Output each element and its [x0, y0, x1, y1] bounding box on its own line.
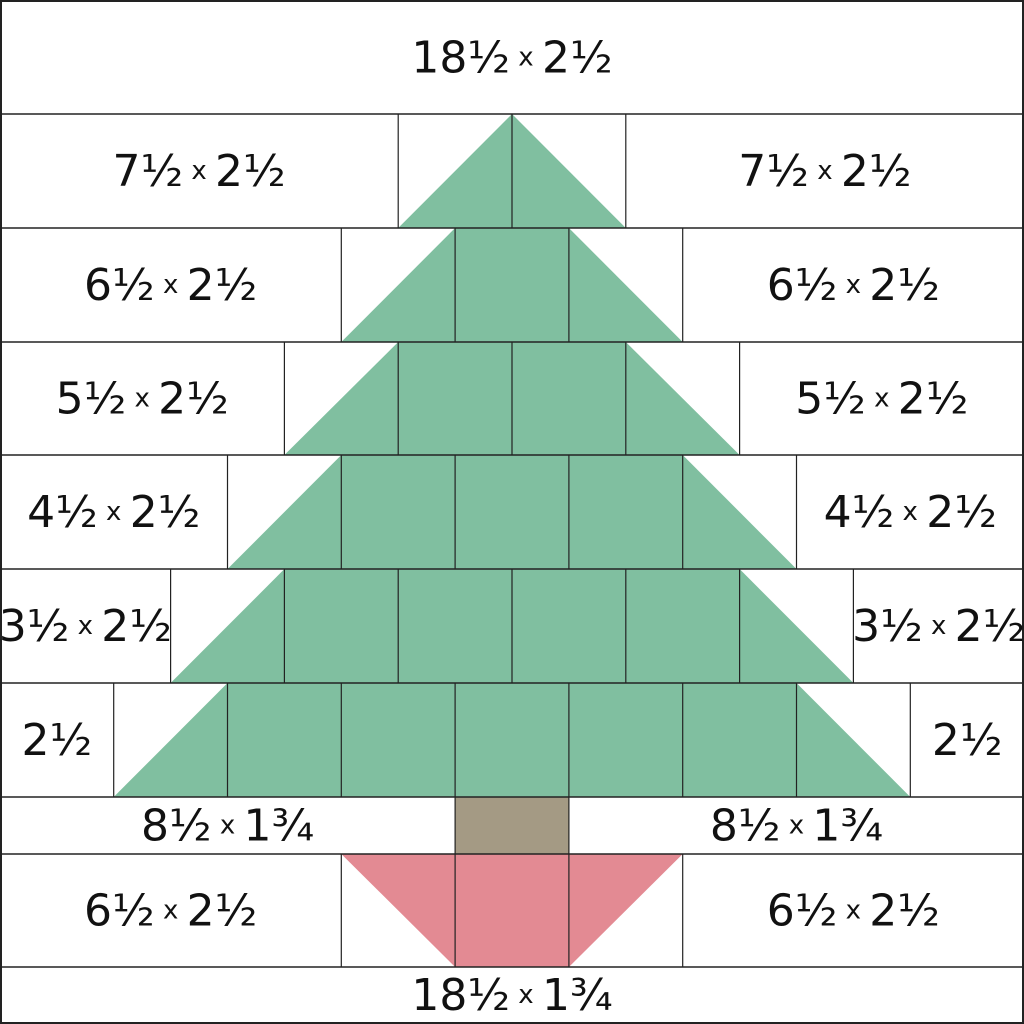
- tree-tree-2: [341, 228, 683, 342]
- size-label-tree-3-left: 5½ x 2½: [56, 373, 229, 424]
- size-label-tree-5-left: 3½ x 2½: [0, 601, 172, 652]
- size-label-top-border-left: 18½ x 2½: [411, 32, 612, 83]
- size-label-tree-5-right: 3½ x 2½: [852, 601, 1024, 652]
- size-label-tree-3-right: 5½ x 2½: [795, 373, 968, 424]
- size-label-tree-2-right: 6½ x 2½: [767, 260, 940, 311]
- size-label-trunk-right: 8½ x 1¾: [710, 800, 883, 851]
- size-label-tree-6-left: 2½: [22, 715, 93, 766]
- cut-size-labels: 7½ x 2½ 7½ x 2½ 6½ x 2½ 6½ x 2½ 5½ x 2½ 5½ x …: [0, 32, 1024, 1021]
- size-label-pot-right: 6½ x 2½: [767, 885, 940, 936]
- pot: [341, 854, 683, 967]
- size-label-tree-6-right: 2½: [932, 715, 1003, 766]
- size-label-tree-4-left: 4½ x 2½: [27, 487, 200, 538]
- trunk: [455, 797, 569, 854]
- size-label-tree-2-left: 6½ x 2½: [84, 260, 257, 311]
- size-label-tree-4-right: 4½ x 2½: [824, 487, 997, 538]
- tree-tree-6: [113, 683, 911, 797]
- size-label-tree-1-left: 7½ x 2½: [112, 146, 285, 197]
- size-label-tree-1-right: 7½ x 2½: [738, 146, 911, 197]
- size-label-trunk-left: 8½ x 1¾: [141, 800, 314, 851]
- tree-tree-4: [227, 455, 797, 569]
- size-label-pot-left: 6½ x 2½: [84, 885, 257, 936]
- size-label-bottom-border-left: 18½ x 1¾: [411, 970, 612, 1021]
